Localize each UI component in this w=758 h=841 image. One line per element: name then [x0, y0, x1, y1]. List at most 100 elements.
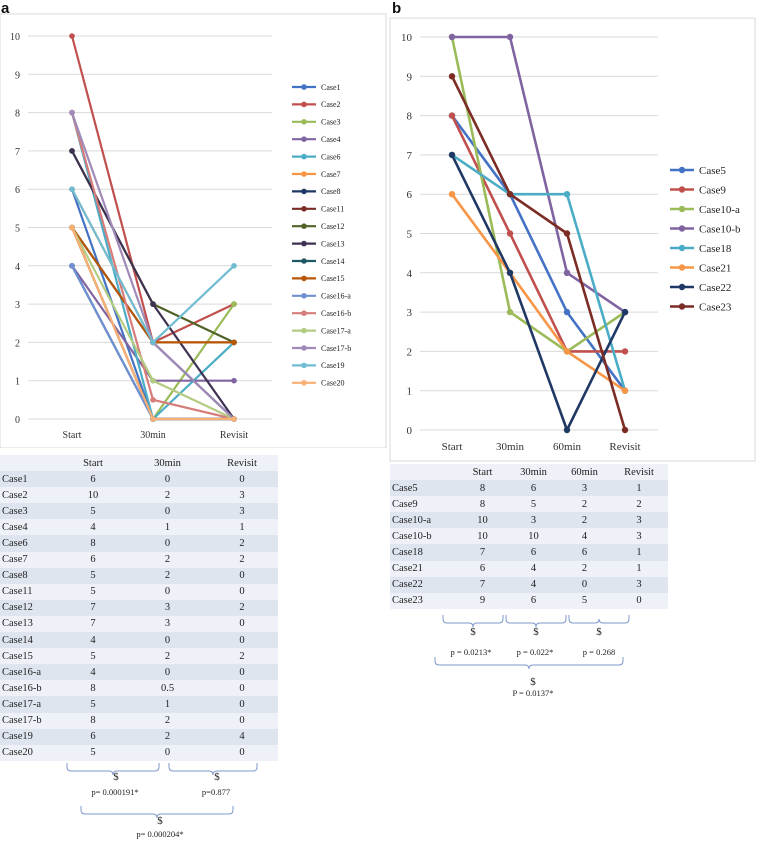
- chart-b-legend-label: Case23: [699, 301, 732, 313]
- table-a-cell: 2: [206, 599, 278, 616]
- chart-a-legend-label: Case4: [321, 135, 341, 144]
- table-a-cell: 4: [57, 664, 129, 681]
- table-b-header-30min: 30min: [508, 464, 559, 481]
- chart-b-y-tick-label: 9: [407, 71, 413, 83]
- table-a-row-label: Case19: [0, 728, 57, 745]
- table-b-header-60min: 60min: [559, 464, 610, 481]
- stat-a-symbol-2: $: [214, 771, 220, 783]
- chart-b-series-line-Case23: [450, 75, 627, 431]
- chart-b-point-Case18: [563, 191, 571, 198]
- chart-b-point-Case10-b: [448, 33, 456, 41]
- table-a-cell: 5: [57, 503, 129, 520]
- chart-b-point-Case18: [448, 151, 456, 159]
- chart-a-legend-label: Case3: [321, 118, 341, 127]
- table-a-row-label: Case3: [0, 503, 57, 520]
- chart-b-point-Case10-a: [506, 308, 514, 316]
- table-b-cell: 7: [457, 576, 508, 593]
- chart-b-point-Case22: [621, 308, 629, 316]
- chart-b-x-tick-label: 30min: [496, 441, 525, 453]
- table-a-cell: 2: [206, 535, 278, 552]
- table-b-row-label: Case22: [390, 576, 457, 593]
- table-row: Case5 8 6 3 1: [390, 480, 668, 497]
- chart-a-point-Case20: [150, 416, 156, 422]
- chart-a-point-Case19: [150, 339, 156, 346]
- chart-a-legend-label: Case13: [321, 239, 345, 248]
- table-a-cell: 3: [206, 487, 278, 504]
- table-a-cell: 2: [129, 487, 206, 504]
- table-b-cell: 9: [457, 592, 508, 609]
- chart-a-y-tick-label: 10: [10, 32, 20, 43]
- chart-b-point-Case23: [563, 230, 571, 237]
- chart-b-y-tick-label: 8: [407, 111, 413, 123]
- chart-b-point-Case18: [621, 387, 629, 394]
- table-a-row-label: Case17-a: [0, 696, 57, 713]
- table-a-header-corner: [0, 455, 57, 472]
- chart-b-point-Case10-b: [563, 269, 571, 276]
- table-row: Case10-a 10 3 2 3: [390, 512, 668, 529]
- chart-a-y-tick-label: 9: [15, 70, 20, 81]
- chart-b-legend-label: Case10-a: [699, 204, 740, 216]
- stat-a-p-start-30: p= 0.000191*: [91, 787, 139, 797]
- chart-b-series-line-Case10-a: [450, 36, 626, 353]
- table-a-cell: 0: [206, 632, 278, 649]
- chart-a-legend-marker: [301, 362, 307, 369]
- chart-b-series-line-Case18: [451, 153, 627, 392]
- table-b-cell: 2: [559, 512, 610, 529]
- chart-a-legend-marker: [301, 84, 307, 90]
- table-b-cell: 5: [559, 592, 610, 609]
- chart-b-legend-marker: [678, 186, 686, 193]
- table-a-cell: 5: [57, 744, 129, 761]
- table-row: Case15 5 2 2: [0, 648, 278, 665]
- chart-b-y-tick-label: 3: [407, 307, 413, 319]
- stat-b-symbol-1: $: [470, 626, 476, 638]
- table-a-cell: 4: [57, 519, 129, 536]
- stat-a-p-30-revisit: p=0.877: [201, 787, 231, 797]
- chart-b-point-Case10-b: [506, 33, 514, 41]
- table-b-row-label: Case5: [390, 480, 457, 497]
- chart-a-legend-label: Case20: [321, 379, 345, 388]
- table-b-cell: 6: [508, 480, 559, 497]
- chart-b-legend-marker: [678, 205, 686, 213]
- table-a-cell: 5: [57, 696, 129, 713]
- table-row: Case9 8 5 2 2: [390, 496, 668, 513]
- table-b-cell: 1: [610, 560, 668, 577]
- table-a-row-label: Case20: [0, 744, 57, 761]
- chart-b-point-Case23: [621, 426, 629, 434]
- chart-b-frame: [389, 17, 756, 462]
- chart-b-y-tick-label: 1: [407, 386, 413, 398]
- table-b-cell: 6: [559, 544, 610, 561]
- chart-a-legend-label: Case2: [321, 100, 341, 109]
- table-a-cell: 3: [129, 599, 206, 616]
- chart-b-point-Case5: [448, 112, 456, 119]
- table-a-cell: 4: [57, 632, 129, 649]
- table-b: Start 30min 60min Revisit Case5 8 6 3 1 Case9…: [390, 464, 668, 609]
- table-a-cell: 0: [206, 471, 278, 488]
- chart-b-legend-label: Case21: [699, 262, 731, 274]
- table-a-cell: 1: [129, 696, 206, 713]
- table-a-cell: 0: [129, 503, 206, 520]
- table-b-cell: 4: [508, 576, 559, 593]
- table-b-cell: 4: [559, 528, 610, 545]
- chart-b-point-Case21: [563, 348, 571, 355]
- table-a-cell: 2: [129, 567, 206, 584]
- stat-b-symbol-2: $: [533, 626, 539, 638]
- table-a-cell: 2: [206, 648, 278, 665]
- table-a-cell: 6: [57, 728, 129, 745]
- chart-a-legend-label: Case17-a: [321, 326, 351, 335]
- table-row: Case4 4 1 1: [0, 519, 278, 536]
- table-row: Case3 5 0 3: [0, 503, 278, 520]
- chart-b-series-line-Case10-b: [452, 35, 626, 314]
- chart-a-legend-marker: [301, 171, 307, 177]
- table-b-header-start: Start: [457, 464, 508, 481]
- chart-b-point-Case23: [506, 191, 514, 198]
- table-a-row-label: Case17-b: [0, 712, 57, 729]
- chart-b-point-Case5: [563, 308, 571, 316]
- table-a-row-label: Case6: [0, 535, 57, 552]
- table-row: Case11 5 0 0: [0, 583, 278, 600]
- table-b-cell: 2: [559, 560, 610, 577]
- chart-b-point-Case22: [448, 151, 456, 159]
- chart-a-y-tick-label: 6: [15, 185, 20, 196]
- table-a-cell: 0: [206, 744, 278, 761]
- chart-a-point-Case3: [231, 301, 237, 307]
- table-a-cell: 5: [57, 583, 129, 600]
